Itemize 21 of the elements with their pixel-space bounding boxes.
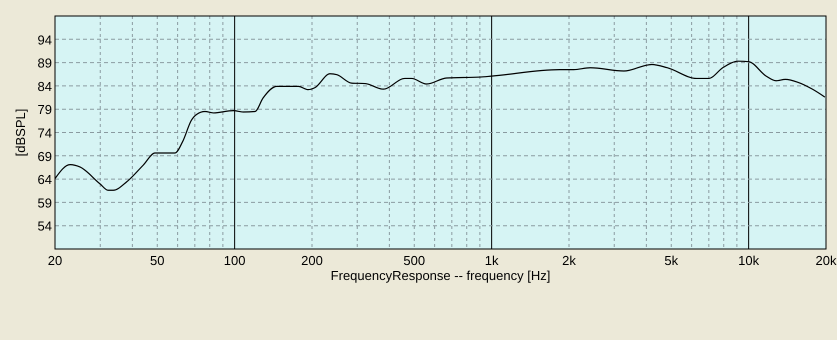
x-tick-label: 20k xyxy=(816,253,837,268)
x-tick-label: 200 xyxy=(301,253,323,268)
y-axis-title: [dBSPL] xyxy=(13,108,28,156)
x-tick-label: 50 xyxy=(150,253,165,268)
x-tick-label: 1k xyxy=(484,253,499,268)
x-tick-label: 5k xyxy=(664,253,679,268)
y-tick-label: 59 xyxy=(38,195,52,210)
x-tick-label: 500 xyxy=(403,253,426,268)
x-tick-label: 10k xyxy=(738,253,760,268)
y-tick-label: 54 xyxy=(38,218,52,234)
y-tick-label: 89 xyxy=(38,56,52,71)
x-axis-title: FrequencyResponse -- frequency [Hz] xyxy=(330,268,550,283)
y-tick-label: 74 xyxy=(38,126,52,140)
y-tick-label: 79 xyxy=(38,102,52,118)
x-tick-label: 20 xyxy=(48,253,62,268)
y-tick-label: 94 xyxy=(38,32,52,48)
y-tick-label: 84 xyxy=(38,78,52,94)
x-tick-label: 2k xyxy=(562,253,576,268)
y-tick-label: 64 xyxy=(38,172,52,188)
x-tick-label: 100 xyxy=(224,253,246,268)
y-tick-label: 69 xyxy=(38,148,52,164)
